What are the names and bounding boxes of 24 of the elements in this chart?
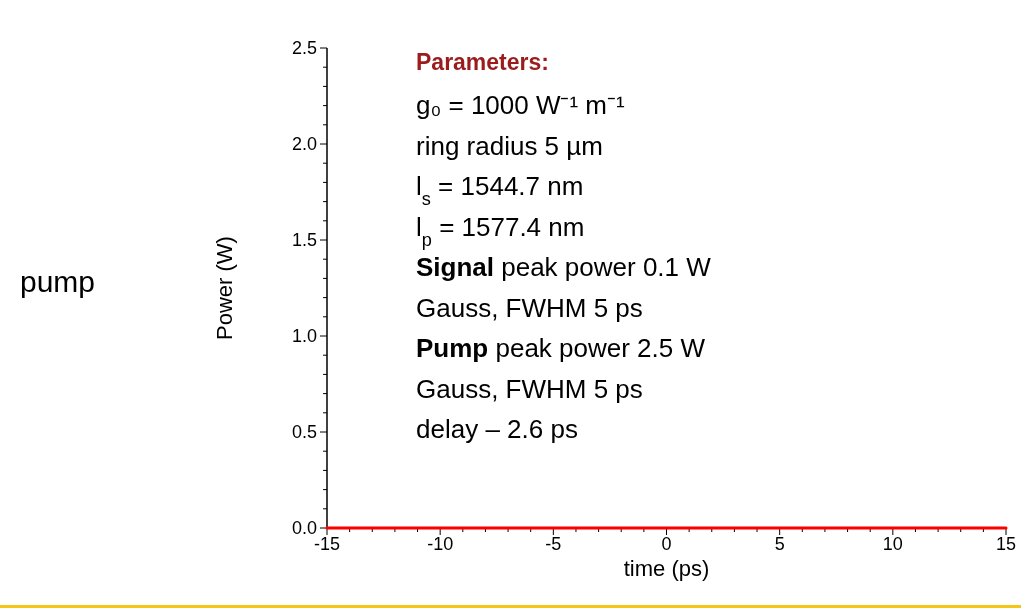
x-tick-label: 10 xyxy=(882,534,903,554)
y-tick-label: 0.5 xyxy=(291,422,317,442)
annotation: delay – 2.6 ps xyxy=(416,414,578,444)
text: pump xyxy=(20,265,96,298)
y-tick-label: 2.5 xyxy=(291,38,317,58)
y-tick-label: 1.0 xyxy=(291,326,317,346)
annotation: g₀ = 1000 W⁻¹ m⁻¹ xyxy=(416,90,626,120)
annotation: l$_{s}$ = 1544.7 nm xyxy=(416,171,584,209)
annotation: Gauss, FWHM 5 ps xyxy=(416,292,643,323)
y-tick-label: 1.5 xyxy=(291,230,317,250)
x-tick-label: -10 xyxy=(427,534,454,554)
annotation: l$_{p}$ = 1577.4 nm xyxy=(416,211,585,250)
x-tick-label: 5 xyxy=(774,534,785,554)
x-tick-label: 0 xyxy=(661,534,672,554)
x-axis-title: time (ps) xyxy=(623,556,710,581)
y-tick-label: 2.0 xyxy=(291,134,317,154)
annotation: Signal peak power 0.1 W xyxy=(416,252,712,282)
y-axis-title: Power (W) xyxy=(212,236,237,340)
annotation: Gauss, FWHM 5 ps xyxy=(416,373,643,404)
annotation: Pump peak power 2.5 W xyxy=(416,333,706,363)
x-tick-label: -5 xyxy=(545,534,562,554)
annotation: Parameters: xyxy=(416,49,549,75)
annotation: ring radius 5 µm xyxy=(416,130,603,161)
x-tick-label: 15 xyxy=(995,534,1017,554)
